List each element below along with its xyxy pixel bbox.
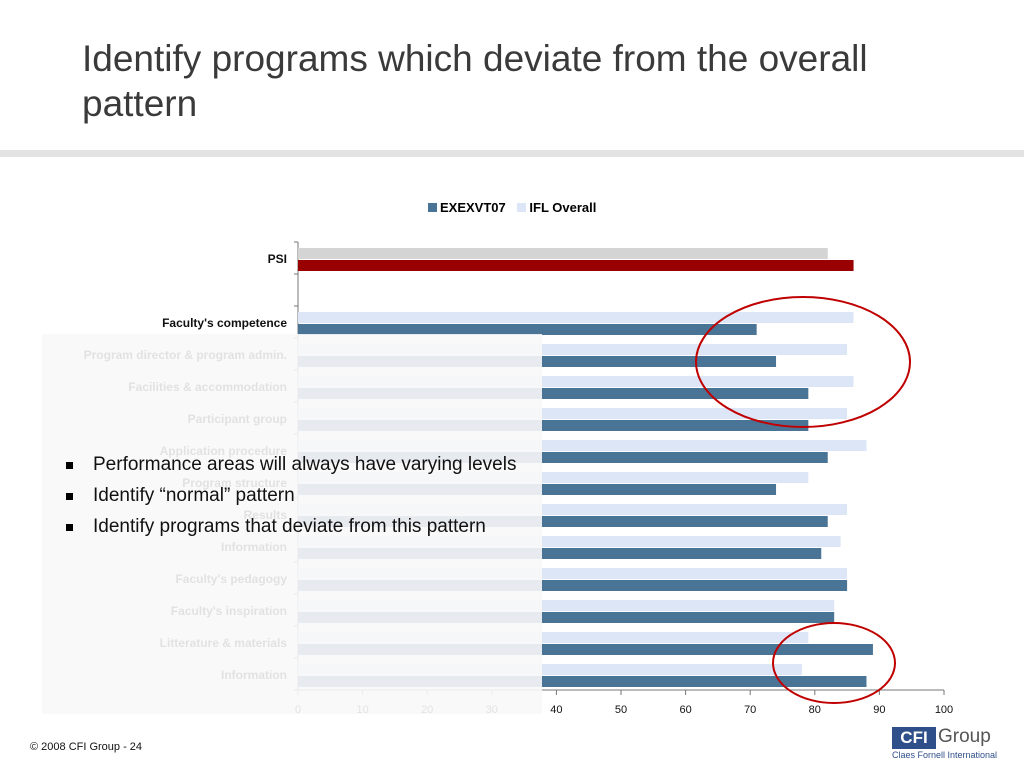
bullet-text: Performance areas will always have varyi… (93, 454, 517, 475)
logo-word: Group (938, 726, 991, 747)
bullet-square-icon (66, 462, 73, 469)
legend-label-ifl-overall: IFL Overall (529, 200, 597, 215)
bar-ifl-overall (298, 600, 835, 611)
bar-exexvt07 (298, 324, 757, 335)
bullet-text: Identify programs that deviate from this… (93, 516, 486, 537)
slide-footer: © 2008 CFI Group - 24 (30, 741, 143, 753)
bullet-text: Identify “normal” pattern (93, 485, 295, 506)
bar-exexvt07 (298, 420, 809, 431)
x-tick-label: 40 (550, 704, 562, 716)
bullet-item: Identify “normal” pattern (62, 484, 522, 508)
slide-title: Identify programs which deviate from the… (82, 38, 868, 124)
bar-ifl-overall (298, 664, 802, 675)
bar-ifl-overall (298, 408, 848, 419)
bar-ifl-overall (298, 504, 848, 515)
x-tick-label: 60 (679, 704, 691, 716)
bar-exexvt07 (298, 452, 828, 463)
category-label: Faculty's competence (162, 316, 287, 330)
bar-exexvt07 (298, 260, 854, 271)
bar-ifl-overall (298, 248, 828, 259)
bar-exexvt07 (298, 644, 873, 655)
highlight-circle (695, 296, 911, 428)
legend-swatch-ifl-overall (517, 203, 527, 212)
bar-ifl-overall (298, 344, 848, 355)
bar-ifl-overall (298, 472, 809, 483)
x-tick-label: 50 (615, 704, 627, 716)
highlight-circle (772, 622, 896, 704)
x-tick-label: 80 (809, 704, 821, 716)
x-tick-label: 70 (744, 704, 756, 716)
bar-ifl-overall (298, 536, 841, 547)
legend-item-ifl-overall: IFL Overall (517, 200, 596, 215)
cfi-group-logo: CFI Group Claes Fornell International (892, 726, 1012, 763)
bar-exexvt07 (298, 548, 822, 559)
bar-exexvt07 (298, 612, 835, 623)
logo-tagline: Claes Fornell International (892, 750, 998, 760)
bar-exexvt07 (298, 388, 809, 399)
chart-legend: EXEXVT07 IFL Overall (428, 200, 604, 215)
category-label: PSI (268, 252, 287, 266)
bullet-list: Performance areas will always have varyi… (62, 453, 522, 546)
title-divider (0, 150, 1024, 157)
bar-ifl-overall (298, 568, 848, 579)
legend-swatch-exexvt07 (428, 203, 437, 212)
bullet-item: Performance areas will always have varyi… (62, 453, 522, 477)
bar-ifl-overall (298, 632, 809, 643)
bar-ifl-overall (298, 376, 854, 387)
x-tick-label: 90 (873, 704, 885, 716)
bar-exexvt07 (298, 516, 828, 527)
bar-exexvt07 (298, 676, 867, 687)
legend-label-exexvt07: EXEXVT07 (440, 200, 506, 215)
bar-ifl-overall (298, 440, 867, 451)
bullet-square-icon (66, 493, 73, 500)
bar-exexvt07 (298, 580, 848, 591)
logo-mark: CFI (892, 727, 936, 749)
x-tick-label: 100 (935, 704, 953, 716)
legend-item-exexvt07: EXEXVT07 (428, 200, 506, 215)
text-overlay-box (42, 334, 542, 714)
bullet-item: Identify programs that deviate from this… (62, 515, 522, 539)
bullet-square-icon (66, 524, 73, 531)
bar-ifl-overall (298, 312, 854, 323)
